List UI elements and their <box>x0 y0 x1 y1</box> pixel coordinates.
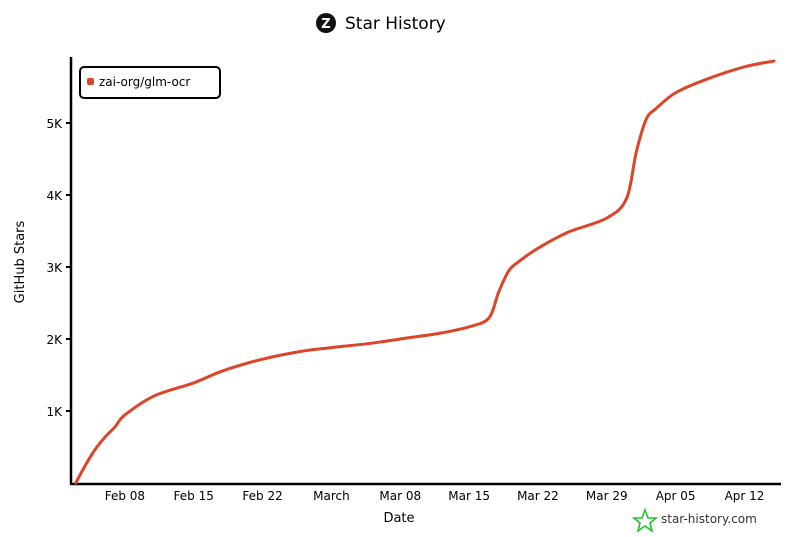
x-tick-label: Feb 22 <box>242 489 282 503</box>
z-logo-letter: Z <box>321 17 330 32</box>
y-tick-label: 4K <box>46 189 63 203</box>
y-tick-label: 5K <box>46 117 63 131</box>
watermark-text: star-history.com <box>661 512 757 526</box>
series-line <box>76 61 774 483</box>
legend-swatch <box>87 78 94 85</box>
x-tick-label: Feb 15 <box>174 489 214 503</box>
legend-label: zai-org/glm-ocr <box>99 75 190 89</box>
legend: zai-org/glm-ocr <box>80 67 220 98</box>
y-tick-label: 2K <box>46 333 63 347</box>
x-tick-label: Feb 08 <box>105 489 145 503</box>
star-icon <box>634 510 656 531</box>
x-tick-label: Apr 05 <box>656 489 696 503</box>
y-axis-label: GitHub Stars <box>13 220 28 303</box>
title-text: Star History <box>345 14 446 34</box>
y-tick-label: 1K <box>46 405 63 419</box>
x-axis-label: Date <box>383 511 414 526</box>
x-tick-label: March <box>313 489 350 503</box>
watermark[interactable]: star-history.com <box>634 510 757 531</box>
x-tick-label: Mar 22 <box>517 489 559 503</box>
chart-title: Z Star History <box>316 13 446 34</box>
x-tick-label: Mar 29 <box>586 489 628 503</box>
x-tick-label: Mar 08 <box>379 489 421 503</box>
x-tick-label: Apr 12 <box>725 489 765 503</box>
y-tick-label: 3K <box>46 261 63 275</box>
x-tick-label: Mar 15 <box>448 489 490 503</box>
